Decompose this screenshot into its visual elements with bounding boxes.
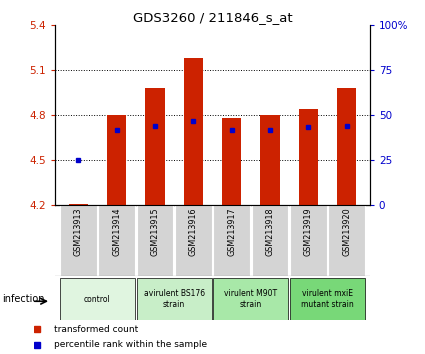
Bar bbox=[290, 205, 327, 276]
Text: GSM213915: GSM213915 bbox=[150, 207, 159, 256]
Bar bbox=[175, 205, 212, 276]
Bar bbox=[98, 205, 135, 276]
Text: infection: infection bbox=[2, 294, 45, 304]
Bar bbox=[299, 109, 318, 205]
Bar bbox=[290, 278, 365, 320]
Bar bbox=[184, 58, 203, 205]
Bar bbox=[145, 88, 164, 205]
Text: GSM213914: GSM213914 bbox=[112, 207, 121, 256]
Title: GDS3260 / 211846_s_at: GDS3260 / 211846_s_at bbox=[133, 11, 292, 24]
Text: GSM213918: GSM213918 bbox=[266, 207, 275, 256]
Bar bbox=[69, 204, 88, 205]
Bar bbox=[136, 205, 173, 276]
Text: GSM213917: GSM213917 bbox=[227, 207, 236, 256]
Bar bbox=[337, 88, 356, 205]
Bar bbox=[60, 205, 96, 276]
Text: GSM213919: GSM213919 bbox=[304, 207, 313, 256]
Bar bbox=[261, 115, 280, 205]
Bar bbox=[252, 205, 289, 276]
Text: GSM213913: GSM213913 bbox=[74, 207, 83, 256]
Text: virulent mxiE
mutant strain: virulent mxiE mutant strain bbox=[301, 290, 354, 309]
Bar bbox=[107, 115, 126, 205]
Bar bbox=[213, 278, 289, 320]
Text: percentile rank within the sample: percentile rank within the sample bbox=[54, 340, 207, 349]
Text: transformed count: transformed count bbox=[54, 325, 139, 334]
Bar bbox=[136, 278, 212, 320]
Bar bbox=[222, 118, 241, 205]
Text: GSM213916: GSM213916 bbox=[189, 207, 198, 256]
Text: virulent M90T
strain: virulent M90T strain bbox=[224, 290, 278, 309]
Text: avirulent BS176
strain: avirulent BS176 strain bbox=[144, 290, 205, 309]
Bar bbox=[329, 205, 365, 276]
Text: GSM213920: GSM213920 bbox=[342, 207, 351, 256]
Bar bbox=[60, 278, 135, 320]
Bar bbox=[213, 205, 250, 276]
Text: control: control bbox=[84, 295, 111, 304]
